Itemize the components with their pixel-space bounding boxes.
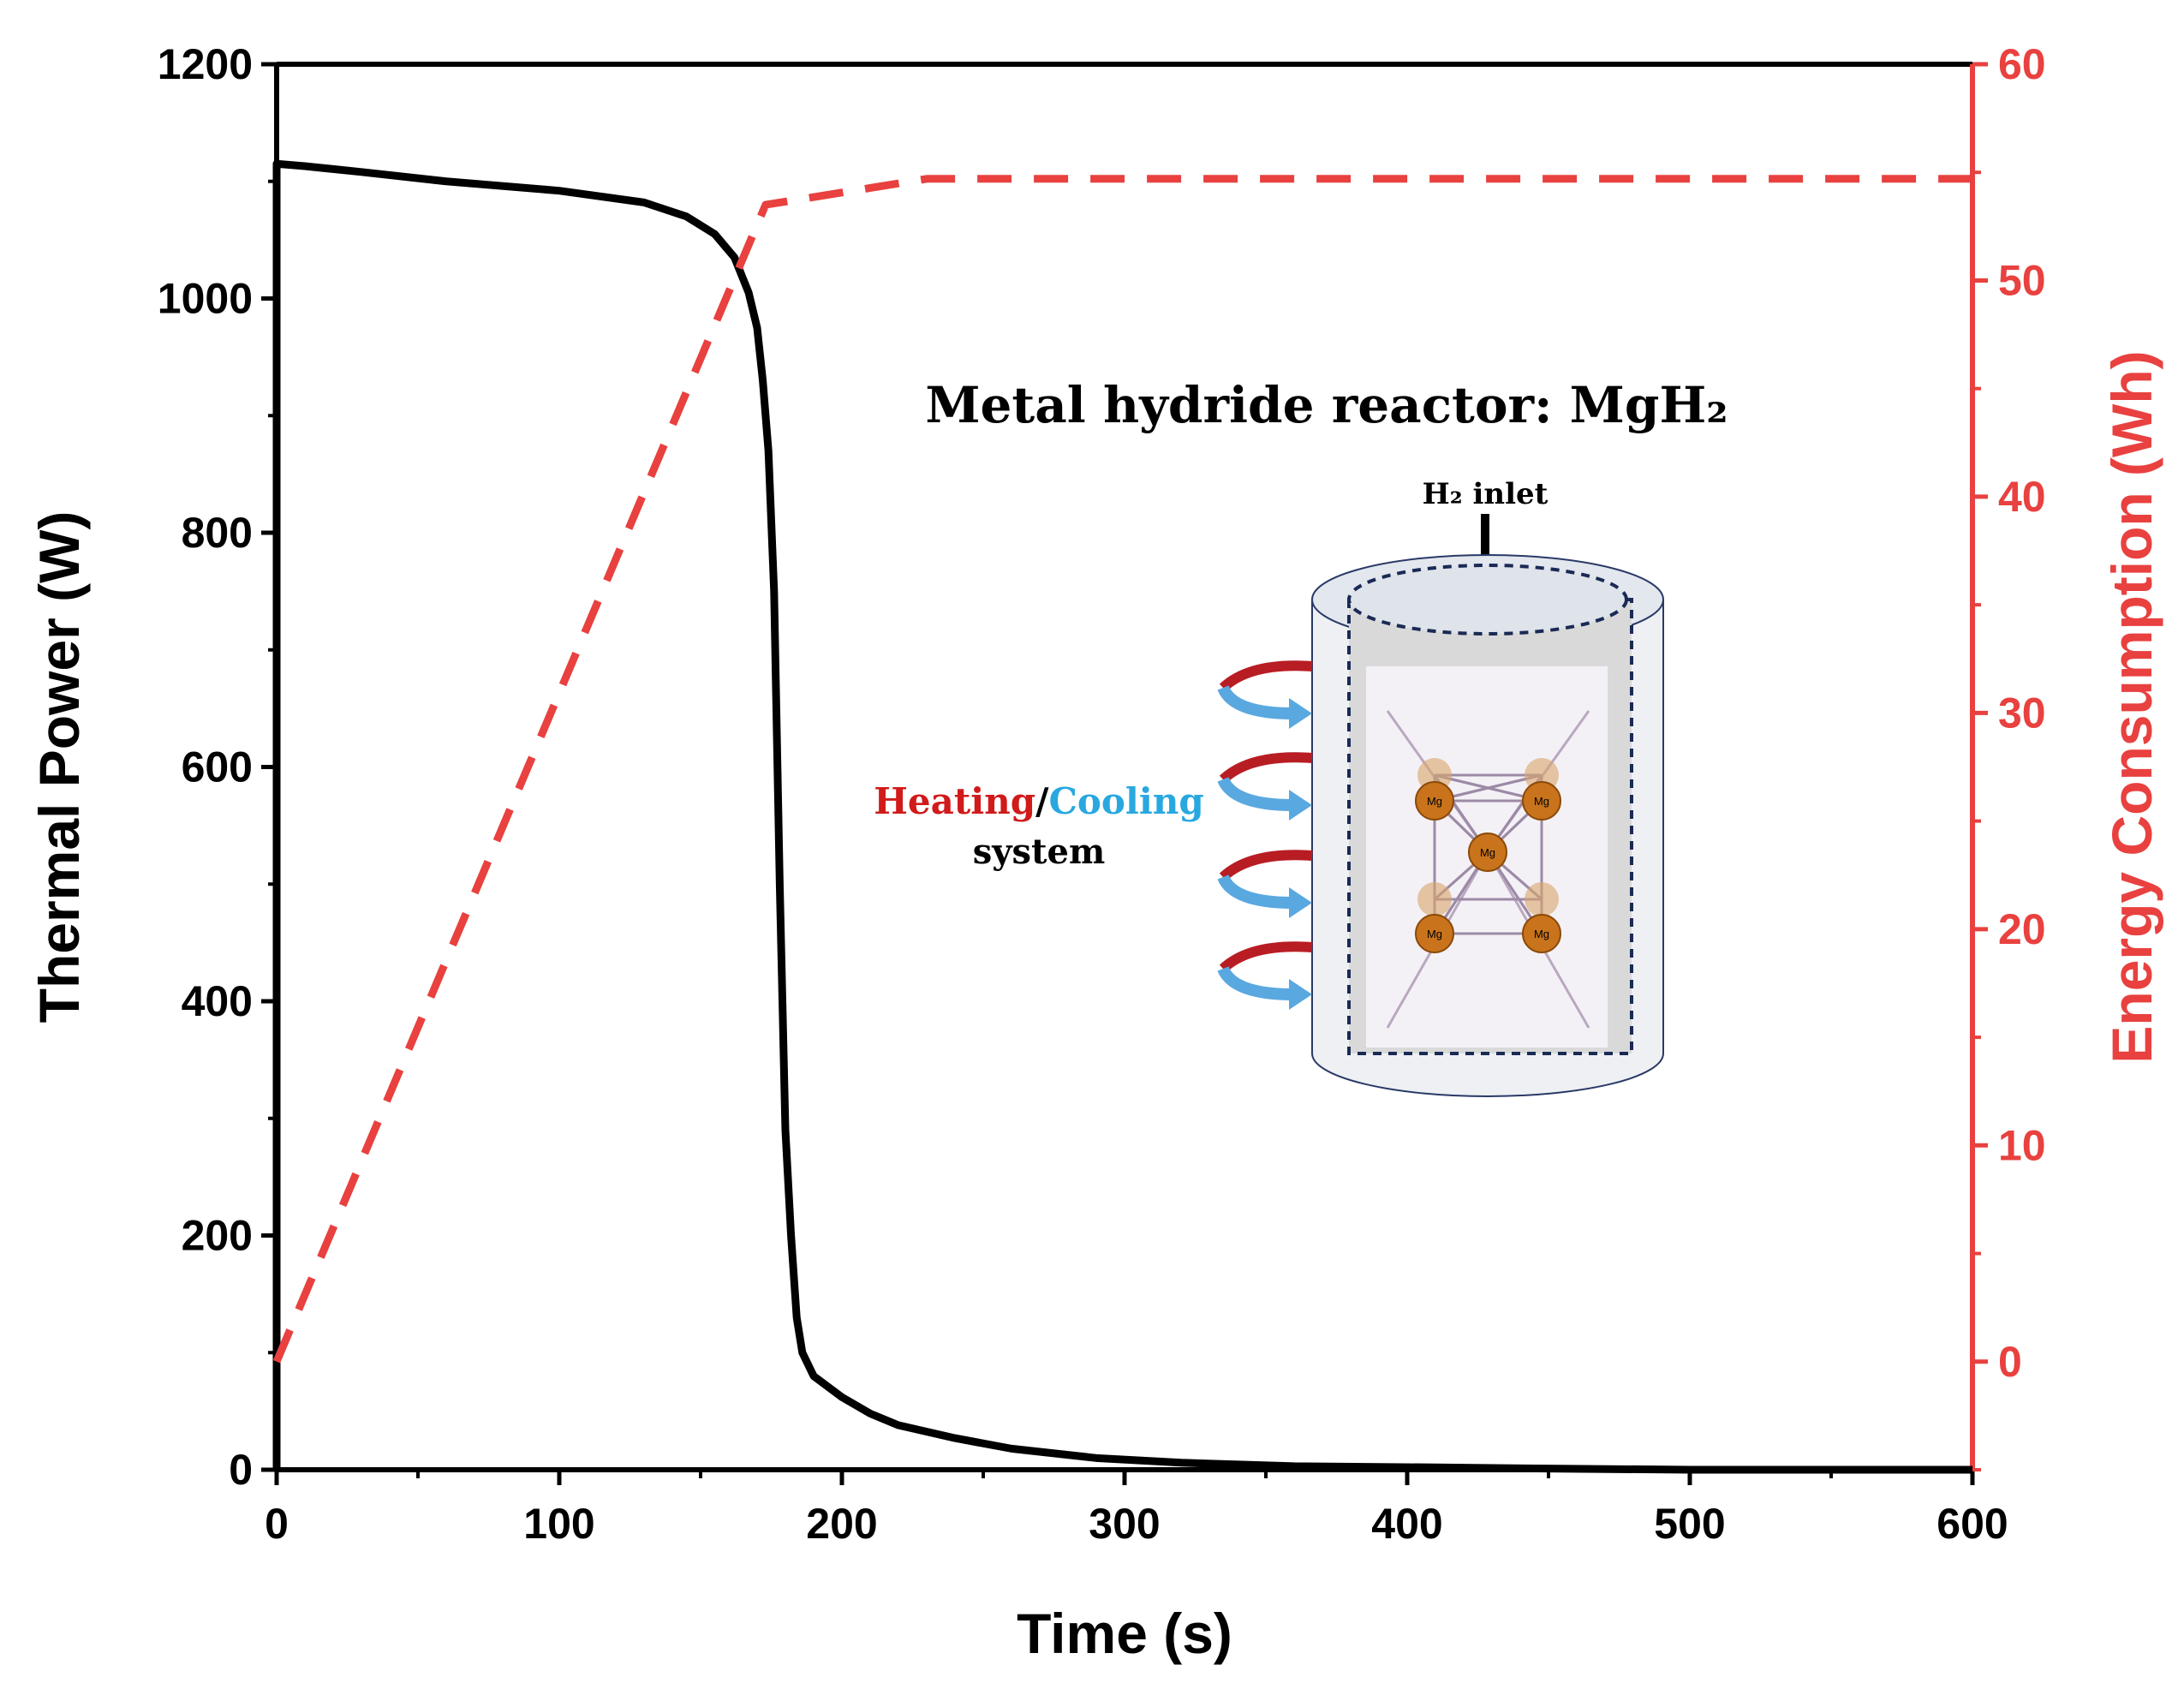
y2-tick-label: 20	[1998, 905, 2046, 953]
x-tick-label: 600	[1936, 1500, 2008, 1548]
y-tick-label: 800	[182, 509, 253, 557]
cool-arrowhead	[1289, 979, 1312, 1010]
y2-tick-label: 10	[1998, 1121, 2046, 1169]
h-atom	[1417, 882, 1452, 916]
y2-axis-title: Energy Consumption (Wh)	[2100, 350, 2163, 1063]
crystal-structure: Mg Mg Mg Mg Mg	[1386, 710, 1590, 1029]
y2-tick-label: 30	[1998, 689, 2046, 737]
mg-atom	[1415, 781, 1454, 821]
x-tick-label: 500	[1654, 1500, 1725, 1548]
atom-label: Mg	[1534, 928, 1549, 940]
atom-label: Mg	[1480, 846, 1495, 859]
y2-tick-label: 50	[1998, 256, 2046, 304]
heat-arrow-red	[1219, 752, 1313, 784]
slash-text: /	[1035, 780, 1049, 822]
mg-atom	[1522, 914, 1561, 953]
cool-arrow-blue	[1217, 874, 1294, 909]
atom-label: Mg	[1427, 928, 1442, 940]
heating-cooling-label: Heating/Cooling	[874, 780, 1204, 822]
y-tick-label: 600	[182, 743, 253, 791]
heat-arrow-red	[1219, 850, 1313, 881]
y-tick-label: 0	[229, 1446, 253, 1494]
cooling-text: Cooling	[1048, 780, 1203, 822]
mg-atom	[1468, 833, 1507, 872]
y-tick-label: 200	[182, 1212, 253, 1260]
inner-top	[1347, 564, 1628, 636]
mg-atom	[1522, 781, 1561, 821]
y-axis-title: Thermal Power (W)	[27, 511, 91, 1024]
cool-arrow-blue	[1217, 684, 1294, 719]
x-tick-label: 200	[806, 1500, 877, 1548]
cool-arrowhead	[1289, 887, 1312, 918]
y-tick-label: 1000	[158, 275, 253, 323]
h-atom	[1525, 882, 1559, 916]
heating-text: Heating	[874, 780, 1035, 822]
mg-atom	[1415, 914, 1454, 953]
inset-title: Metal hydride reactor: MgH₂	[925, 376, 1728, 434]
reactor-diagram: Metal hydride reactor: MgH₂ H₂ inlet Mg M…	[874, 376, 1728, 1097]
line-series	[272, 175, 1972, 1364]
cool-arrow-blue	[1217, 776, 1294, 811]
line-series	[272, 159, 1972, 1474]
y-tick-label: 1200	[158, 40, 253, 88]
inlet-label: H₂ inlet	[1423, 477, 1548, 511]
x-tick-label: 0	[265, 1500, 289, 1548]
x-tick-label: 100	[523, 1500, 594, 1548]
heat-arrows	[1217, 660, 1313, 1010]
y-tick-label: 400	[182, 977, 253, 1025]
atom-label: Mg	[1534, 795, 1549, 808]
cool-arrowhead	[1289, 790, 1312, 821]
cool-arrowhead	[1289, 698, 1312, 729]
system-label: system	[973, 832, 1106, 872]
heat-arrow-red	[1219, 941, 1313, 973]
y2-tick-label: 60	[1998, 40, 2046, 88]
x-tick-label: 300	[1089, 1500, 1160, 1548]
x-tick-label: 400	[1371, 1500, 1442, 1548]
y2-tick-label: 40	[1998, 473, 2046, 521]
atom-label: Mg	[1427, 795, 1442, 808]
x-axis-title: Time (s)	[1017, 1602, 1232, 1665]
y2-tick-label: 0	[1998, 1338, 2022, 1386]
cool-arrow-blue	[1217, 965, 1294, 1000]
heat-arrow-red	[1219, 660, 1313, 692]
